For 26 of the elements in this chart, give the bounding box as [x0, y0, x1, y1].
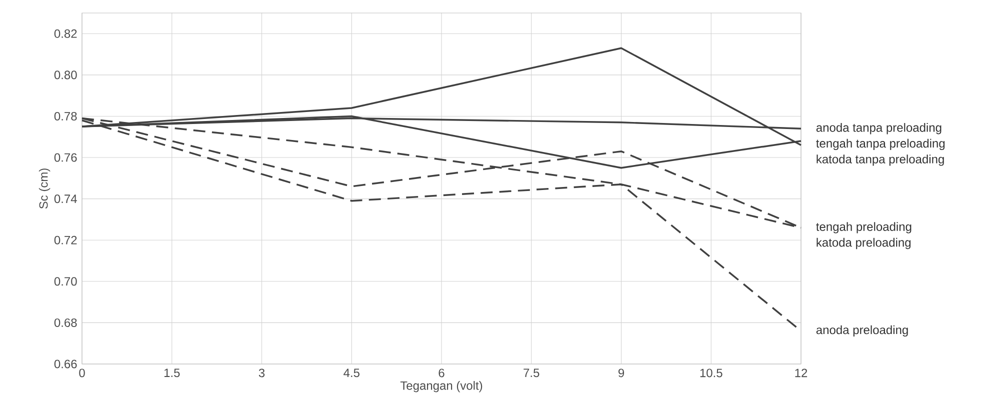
y-tick-label: 0.78	[54, 112, 77, 120]
y-tick-label: 0.80	[54, 70, 77, 80]
y-tick-label: 0.66	[54, 360, 77, 368]
series-label: tengah tanpa preloading	[816, 138, 945, 150]
series-label: anoda tanpa preloading	[816, 123, 942, 134]
y-axis-title: Sc (cm)	[38, 168, 50, 209]
y-tick-label: 0.82	[54, 29, 77, 38]
series-label: tengah preloading	[816, 222, 912, 234]
x-tick-label: 12	[795, 368, 808, 378]
x-tick-label: 4.5	[344, 368, 360, 378]
x-tick-label: 0	[79, 368, 85, 378]
y-tick-label: 0.76	[54, 153, 77, 162]
x-tick-label: 9	[618, 368, 624, 378]
series-label: katoda tanpa preloading	[816, 154, 944, 166]
x-tick-label: 3	[258, 368, 265, 378]
series-label: anoda preloading	[816, 325, 908, 337]
x-tick-label: 6	[438, 368, 444, 378]
series-label: katoda preloading	[816, 238, 911, 250]
x-axis-title: Tegangan (volt)	[400, 381, 482, 392]
x-tick-label: 1.5	[164, 368, 180, 378]
x-tick-label: 10.5	[700, 368, 722, 378]
y-tick-label: 0.70	[54, 277, 77, 286]
x-tick-label: 7.5	[524, 368, 540, 378]
y-tick-label: 0.68	[54, 318, 77, 327]
y-tick-label: 0.72	[54, 236, 77, 244]
y-tick-label: 0.74	[54, 194, 77, 204]
